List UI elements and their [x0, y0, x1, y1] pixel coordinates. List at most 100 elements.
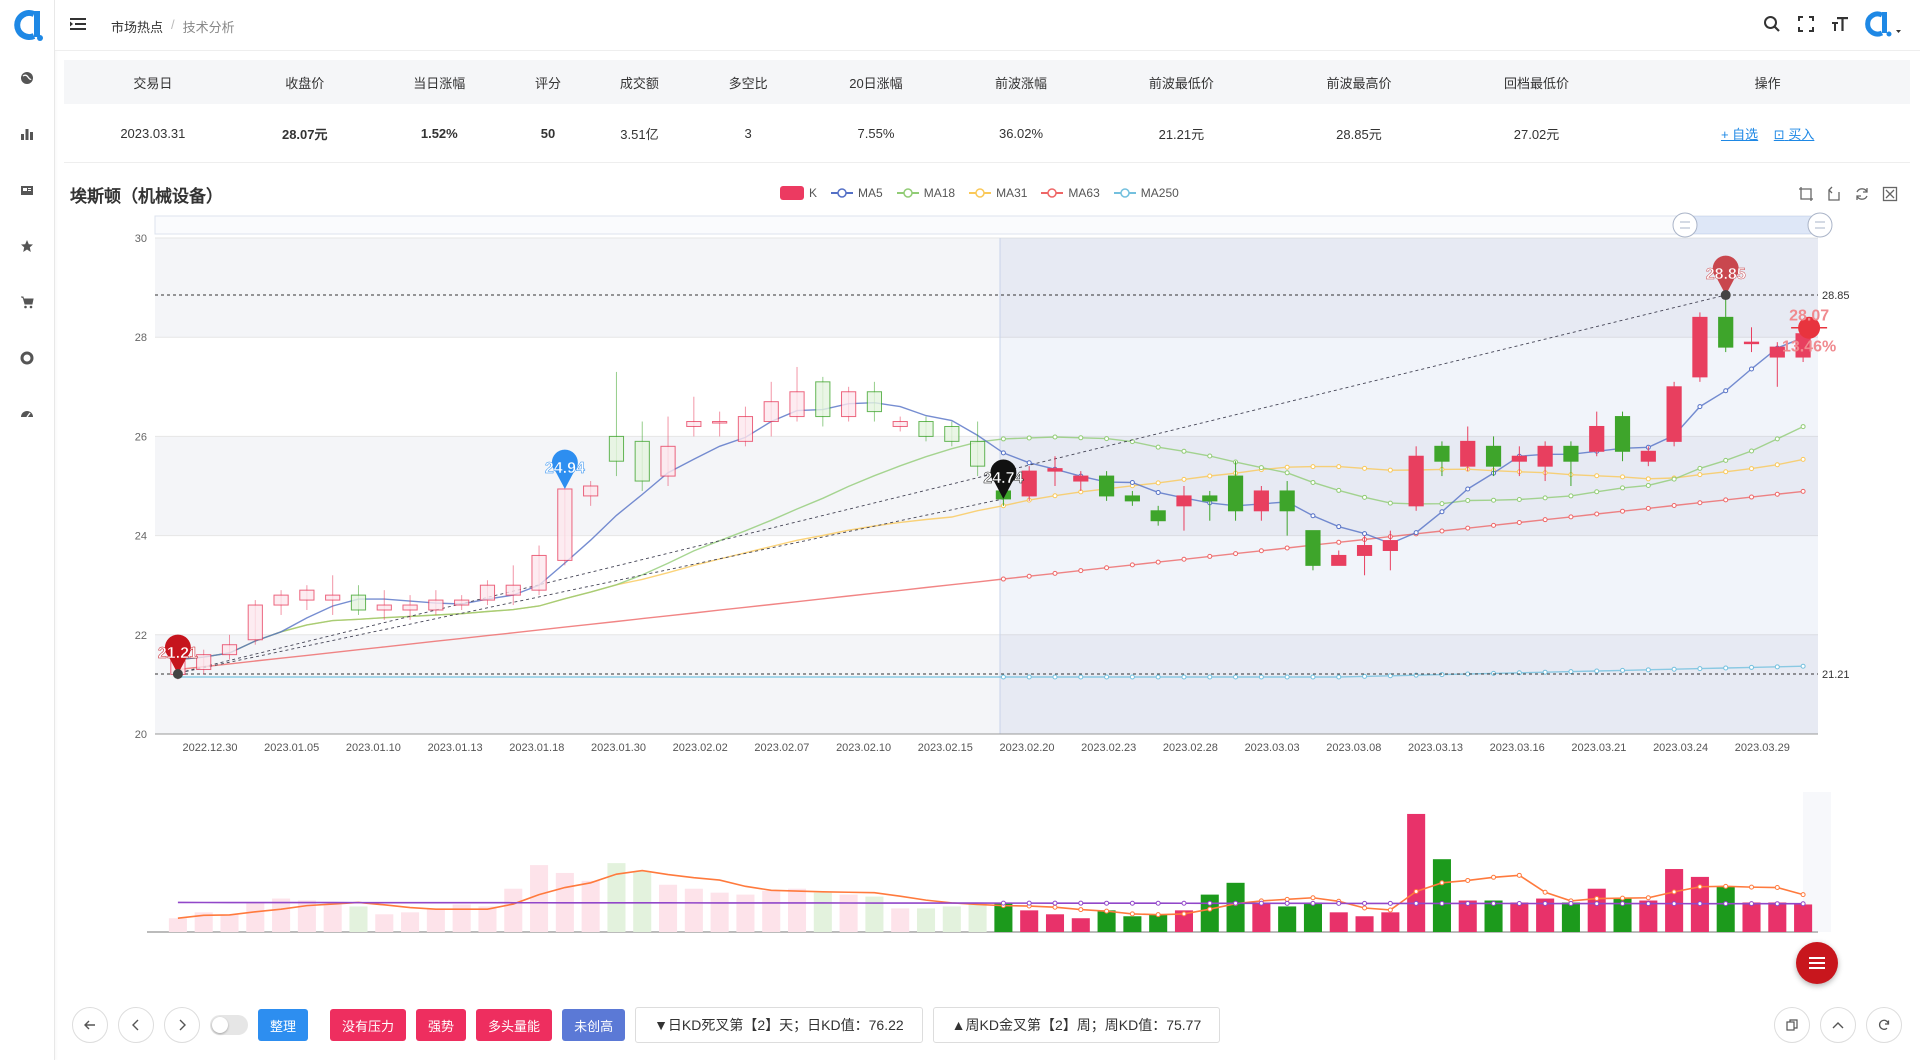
volume-bar — [1329, 912, 1348, 932]
ma18-line-point — [1052, 434, 1058, 440]
prev-button[interactable] — [118, 1007, 154, 1043]
fullscreen-icon[interactable] — [1794, 10, 1818, 38]
ma250-line-point — [1645, 667, 1651, 673]
legend-swatch-ma250 — [1113, 188, 1136, 198]
tag-strong[interactable]: 强势 — [416, 1009, 467, 1041]
app-logo[interactable] — [10, 8, 44, 42]
price-marker: 24.74 — [983, 459, 1024, 499]
breadcrumb-home[interactable]: 市场热点 — [111, 20, 164, 35]
globe-icon[interactable] — [0, 66, 54, 90]
candle-body — [1718, 316, 1734, 348]
volume-bar — [1097, 910, 1116, 932]
volume-ma-slow-point — [1723, 901, 1729, 907]
legend-swatch-ma18 — [896, 188, 919, 198]
legend-item-k[interactable]: K — [780, 186, 817, 200]
ma63-line-point — [1491, 522, 1497, 528]
breadcrumb-separator: / — [171, 17, 175, 32]
volume-ma-slow-point — [1000, 900, 1006, 906]
tag-no-new-high[interactable]: 未创高 — [562, 1009, 626, 1041]
y-tick-label: 28 — [135, 332, 147, 344]
zoom-reset-icon[interactable] — [1826, 186, 1842, 202]
add-watchlist-link[interactable]: + 自选 — [1720, 126, 1759, 142]
ma5-line-point — [1362, 531, 1368, 537]
ma63-line-point — [1749, 494, 1755, 500]
volume-bar — [246, 902, 265, 932]
star-icon[interactable] — [0, 234, 54, 258]
mode-toggle[interactable] — [210, 1015, 248, 1035]
x-tick-label: 2023.01.30 — [591, 742, 646, 754]
cell-ratio: 3 — [693, 104, 803, 163]
candle-body — [1485, 445, 1502, 467]
ma5-line-point — [1723, 388, 1729, 394]
candle-body — [299, 589, 315, 601]
ma31-line-point — [1697, 472, 1703, 478]
cell-wave-low: 21.21元 — [1092, 104, 1271, 163]
ma250-line-point — [1542, 669, 1548, 675]
ma5-line-point — [1697, 404, 1703, 410]
candle-body — [1227, 475, 1244, 512]
scroll-top-button[interactable] — [1820, 1007, 1856, 1043]
ma31-line-point — [1594, 473, 1600, 479]
cell-change: 1.52% — [367, 104, 511, 163]
tag-no-pressure[interactable]: 没有压力 — [330, 1009, 407, 1041]
legend-item-ma18[interactable]: MA18 — [896, 186, 955, 200]
candle-body — [1279, 490, 1295, 512]
refresh-button[interactable] — [1866, 1007, 1902, 1043]
ma63-line-point — [1181, 556, 1187, 562]
candle-body — [970, 440, 986, 467]
news-icon[interactable] — [0, 178, 54, 202]
next-button[interactable] — [164, 1007, 200, 1043]
legend-label: K — [809, 186, 818, 200]
back-button[interactable] — [72, 1007, 108, 1043]
ma63-line-point — [1104, 565, 1110, 571]
volume-ma-slow-point — [1284, 900, 1290, 906]
volume-bar — [942, 906, 961, 932]
candle-body — [583, 485, 599, 497]
x-tick-label: 2023.02.20 — [999, 742, 1054, 754]
ma63-line-point — [1516, 520, 1522, 526]
legend-item-ma63[interactable]: MA63 — [1041, 186, 1100, 200]
legend-swatch-ma5 — [831, 188, 854, 198]
volume-ma-fast-point — [1491, 874, 1497, 880]
legend-item-ma250[interactable]: MA250 — [1113, 186, 1179, 200]
restore-icon[interactable] — [1854, 186, 1870, 202]
ma250-line-point — [1310, 674, 1316, 680]
chevron-right-icon — [179, 1019, 186, 1031]
x-tick-label: 2023.02.28 — [1163, 742, 1218, 754]
volume-ma-fast — [177, 869, 1804, 920]
font-size-icon[interactable] — [1828, 10, 1852, 38]
legend-item-ma5[interactable]: MA5 — [831, 186, 883, 200]
x-tick-label: 2023.02.07 — [754, 742, 809, 754]
volume-bar — [916, 908, 936, 932]
cart-icon[interactable] — [0, 290, 54, 314]
legend-swatch-k — [780, 186, 804, 200]
buy-link[interactable]: ⊡ 买入 — [1774, 127, 1815, 142]
search-icon[interactable] — [1760, 10, 1784, 38]
low-ref-label: 21.21 — [1822, 669, 1850, 681]
lifebuoy-icon[interactable] — [0, 346, 54, 370]
tag-bull-volume[interactable]: 多头量能 — [476, 1009, 553, 1041]
dashboard-icon[interactable] — [0, 402, 54, 426]
ma31-line-point — [1207, 473, 1213, 479]
volume-bar — [684, 888, 703, 932]
volume-bar — [1407, 813, 1426, 932]
ma18-line-point — [1697, 465, 1703, 471]
menu-toggle-icon[interactable] — [69, 15, 87, 33]
candle-body — [892, 421, 908, 427]
zoom-select-icon[interactable] — [1798, 186, 1814, 202]
volume-bar — [1303, 902, 1322, 932]
user-avatar[interactable] — [1862, 10, 1902, 38]
bar-chart-icon[interactable] — [0, 122, 54, 146]
copy-button[interactable] — [1774, 1007, 1810, 1043]
legend-item-ma31[interactable]: MA31 — [969, 186, 1027, 200]
volume-bar — [272, 898, 291, 932]
ma31-line-point — [1284, 464, 1290, 470]
candlestick-chart[interactable]: 20 22 24 26 28 30 2022.12.30 2023.01.05 2023.01.… — [0, 0, 1920, 1000]
floating-menu-button[interactable] — [1796, 942, 1838, 984]
save-image-icon[interactable] — [1882, 186, 1898, 202]
ma250-line-point — [1491, 670, 1497, 676]
tag-consolidation[interactable]: 整理 — [258, 1009, 309, 1041]
zoom-slider-window — [1685, 216, 1820, 234]
ma5-line-point — [1465, 486, 1471, 492]
candle-body — [1098, 475, 1115, 497]
